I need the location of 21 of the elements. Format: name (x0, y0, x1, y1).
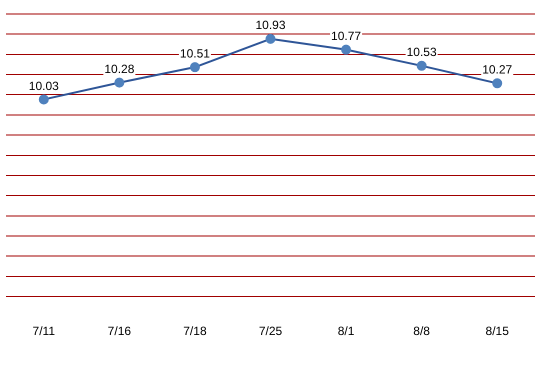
data-label: 10.53 (406, 45, 437, 60)
data-label: 10.03 (28, 78, 60, 93)
point (416, 60, 427, 71)
data-label: 10.77 (331, 28, 362, 43)
data-label: 10.27 (482, 62, 513, 77)
x-tick-label: 8/8 (413, 324, 430, 338)
x-tick-label: 8/1 (338, 324, 355, 338)
x-tick-label: 7/16 (108, 324, 132, 338)
point (341, 44, 352, 55)
point (38, 94, 49, 104)
point (114, 78, 124, 88)
data-label: 10.28 (104, 62, 135, 76)
data-label: 10.51 (180, 46, 210, 60)
point (492, 78, 502, 88)
x-tick-label: 8/15 (486, 324, 510, 338)
data-label: 10.93 (255, 18, 286, 32)
x-tick-label: 7/25 (258, 324, 282, 338)
point (266, 34, 276, 44)
point (190, 62, 200, 72)
x-tick-label: 7/18 (183, 324, 207, 338)
x-tick-label: 7/11 (32, 324, 56, 338)
